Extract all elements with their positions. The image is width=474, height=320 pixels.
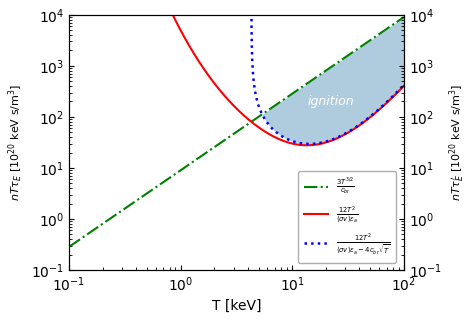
$\frac{3T^{3/2}}{c_{br}}$ (401, 15, 407, 19)
Y-axis label: $nT\tau_E$ [$10^{20}$ keV s/m$^3$]: $nT\tau_E$ [$10^{20}$ keV s/m$^3$] (7, 84, 25, 201)
X-axis label: T [keV]: T [keV] (212, 299, 261, 313)
$\frac{12T^2}{\langle\sigma v\rangle \varepsilon_a}$ (209, 78, 215, 82)
Line: $\frac{12T^2}{\langle\sigma v\rangle \varepsilon_a}$: $\frac{12T^2}{\langle\sigma v\rangle \va… (69, 0, 404, 145)
$\frac{12T^2}{\langle\sigma v\rangle \varepsilon_a}$ (394, 91, 400, 94)
Legend: $\frac{3T^{3/2}}{c_{br}}$, $\frac{12T^2}{\langle\sigma v\rangle \varepsilon_a}$,: $\frac{3T^{3/2}}{c_{br}}$, $\frac{12T^2}… (298, 171, 396, 263)
Text: ignition: ignition (307, 95, 354, 108)
$\frac{3T^{3/2}}{c_{br}}$ (209, 147, 215, 151)
$\frac{3T^{3/2}}{c_{br}}$ (124, 205, 130, 209)
$\frac{12T^2}{\langle\sigma v\rangle \varepsilon_a}$ (358, 122, 364, 126)
$\frac{3T^{3/2}}{c_{br}}$ (104, 219, 110, 223)
$\frac{3T^{3/2}}{c_{br}}$ (194, 157, 200, 161)
Line: $\frac{3T^{3/2}}{c_{br}}$: $\frac{3T^{3/2}}{c_{br}}$ (69, 17, 404, 247)
$\frac{3T^{3/2}}{c_{br}}$ (358, 44, 364, 48)
$\frac{12T^2}{\langle\sigma v\rangle \varepsilon_a - 4c_{br}\sqrt{T}}$ (358, 122, 364, 125)
$\frac{12T^2}{\langle\sigma v\rangle \varepsilon_a - 4c_{br}\sqrt{T}}$ (401, 83, 407, 87)
$\frac{12T^2}{\langle\sigma v\rangle \varepsilon_a}$ (304, 143, 310, 147)
$\frac{12T^2}{\langle\sigma v\rangle \varepsilon_a}$ (194, 57, 200, 61)
Line: $\frac{12T^2}{\langle\sigma v\rangle \varepsilon_a - 4c_{br}\sqrt{T}}$: $\frac{12T^2}{\langle\sigma v\rangle \va… (251, 0, 404, 144)
$\frac{12T^2}{\langle\sigma v\rangle \varepsilon_a}$ (401, 84, 407, 88)
$\frac{3T^{3/2}}{c_{br}}$ (394, 20, 400, 24)
$\frac{12T^2}{\langle\sigma v\rangle \varepsilon_a - 4c_{br}\sqrt{T}}$ (394, 90, 400, 94)
Y-axis label: $nT\tau^\prime_E$ [$10^{20}$ keV s/m$^3$]: $nT\tau^\prime_E$ [$10^{20}$ keV s/m$^3$… (447, 84, 467, 201)
$\frac{3T^{3/2}}{c_{br}}$ (66, 245, 72, 249)
